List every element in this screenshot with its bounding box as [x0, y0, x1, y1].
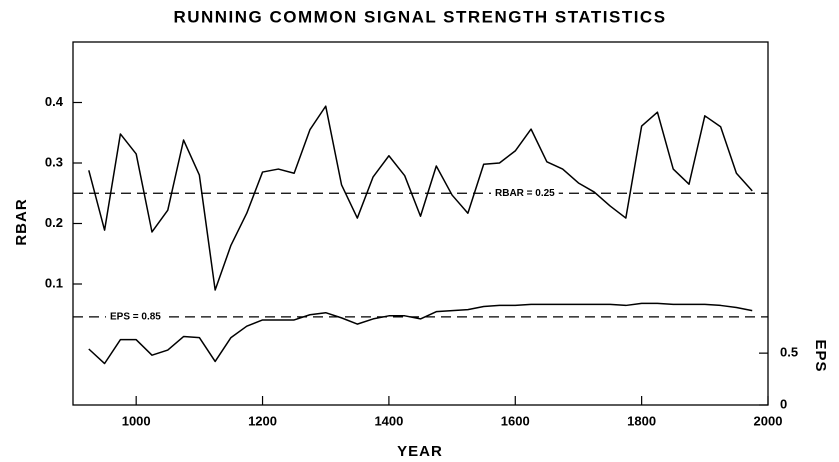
- y-axis-title: RBAR: [13, 198, 30, 245]
- series-line: [88, 105, 753, 291]
- x-tick-label: 1600: [501, 413, 530, 428]
- x-tick-label: 1400: [374, 413, 403, 428]
- series-line: [88, 302, 753, 365]
- y-tick-label: 0.3: [45, 154, 63, 169]
- reference-label-bg: [106, 309, 165, 324]
- chart-title: RUNNING COMMON SIGNAL STRENGTH STATISTIC…: [173, 7, 666, 26]
- x-axis-title: YEAR: [397, 443, 443, 460]
- reference-label: EPS = 0.85: [110, 311, 161, 322]
- x-tick-label: 2000: [754, 413, 783, 428]
- y-tick-label: 0.2: [45, 215, 63, 230]
- y-tick-label: 0.4: [45, 94, 64, 109]
- y2-axis-title: EPS: [812, 339, 829, 372]
- x-tick-label: 1200: [248, 413, 277, 428]
- reference-label: RBAR = 0.25: [495, 188, 555, 199]
- y2-tick-label: 0.5: [780, 345, 798, 360]
- reference-label-bg: [491, 186, 559, 201]
- y2-tick-label: 0: [780, 396, 787, 411]
- x-tick-label: 1000: [122, 413, 151, 428]
- plot-frame: [72, 41, 769, 406]
- x-tick-label: 1800: [627, 413, 656, 428]
- y-tick-label: 0.1: [45, 275, 63, 290]
